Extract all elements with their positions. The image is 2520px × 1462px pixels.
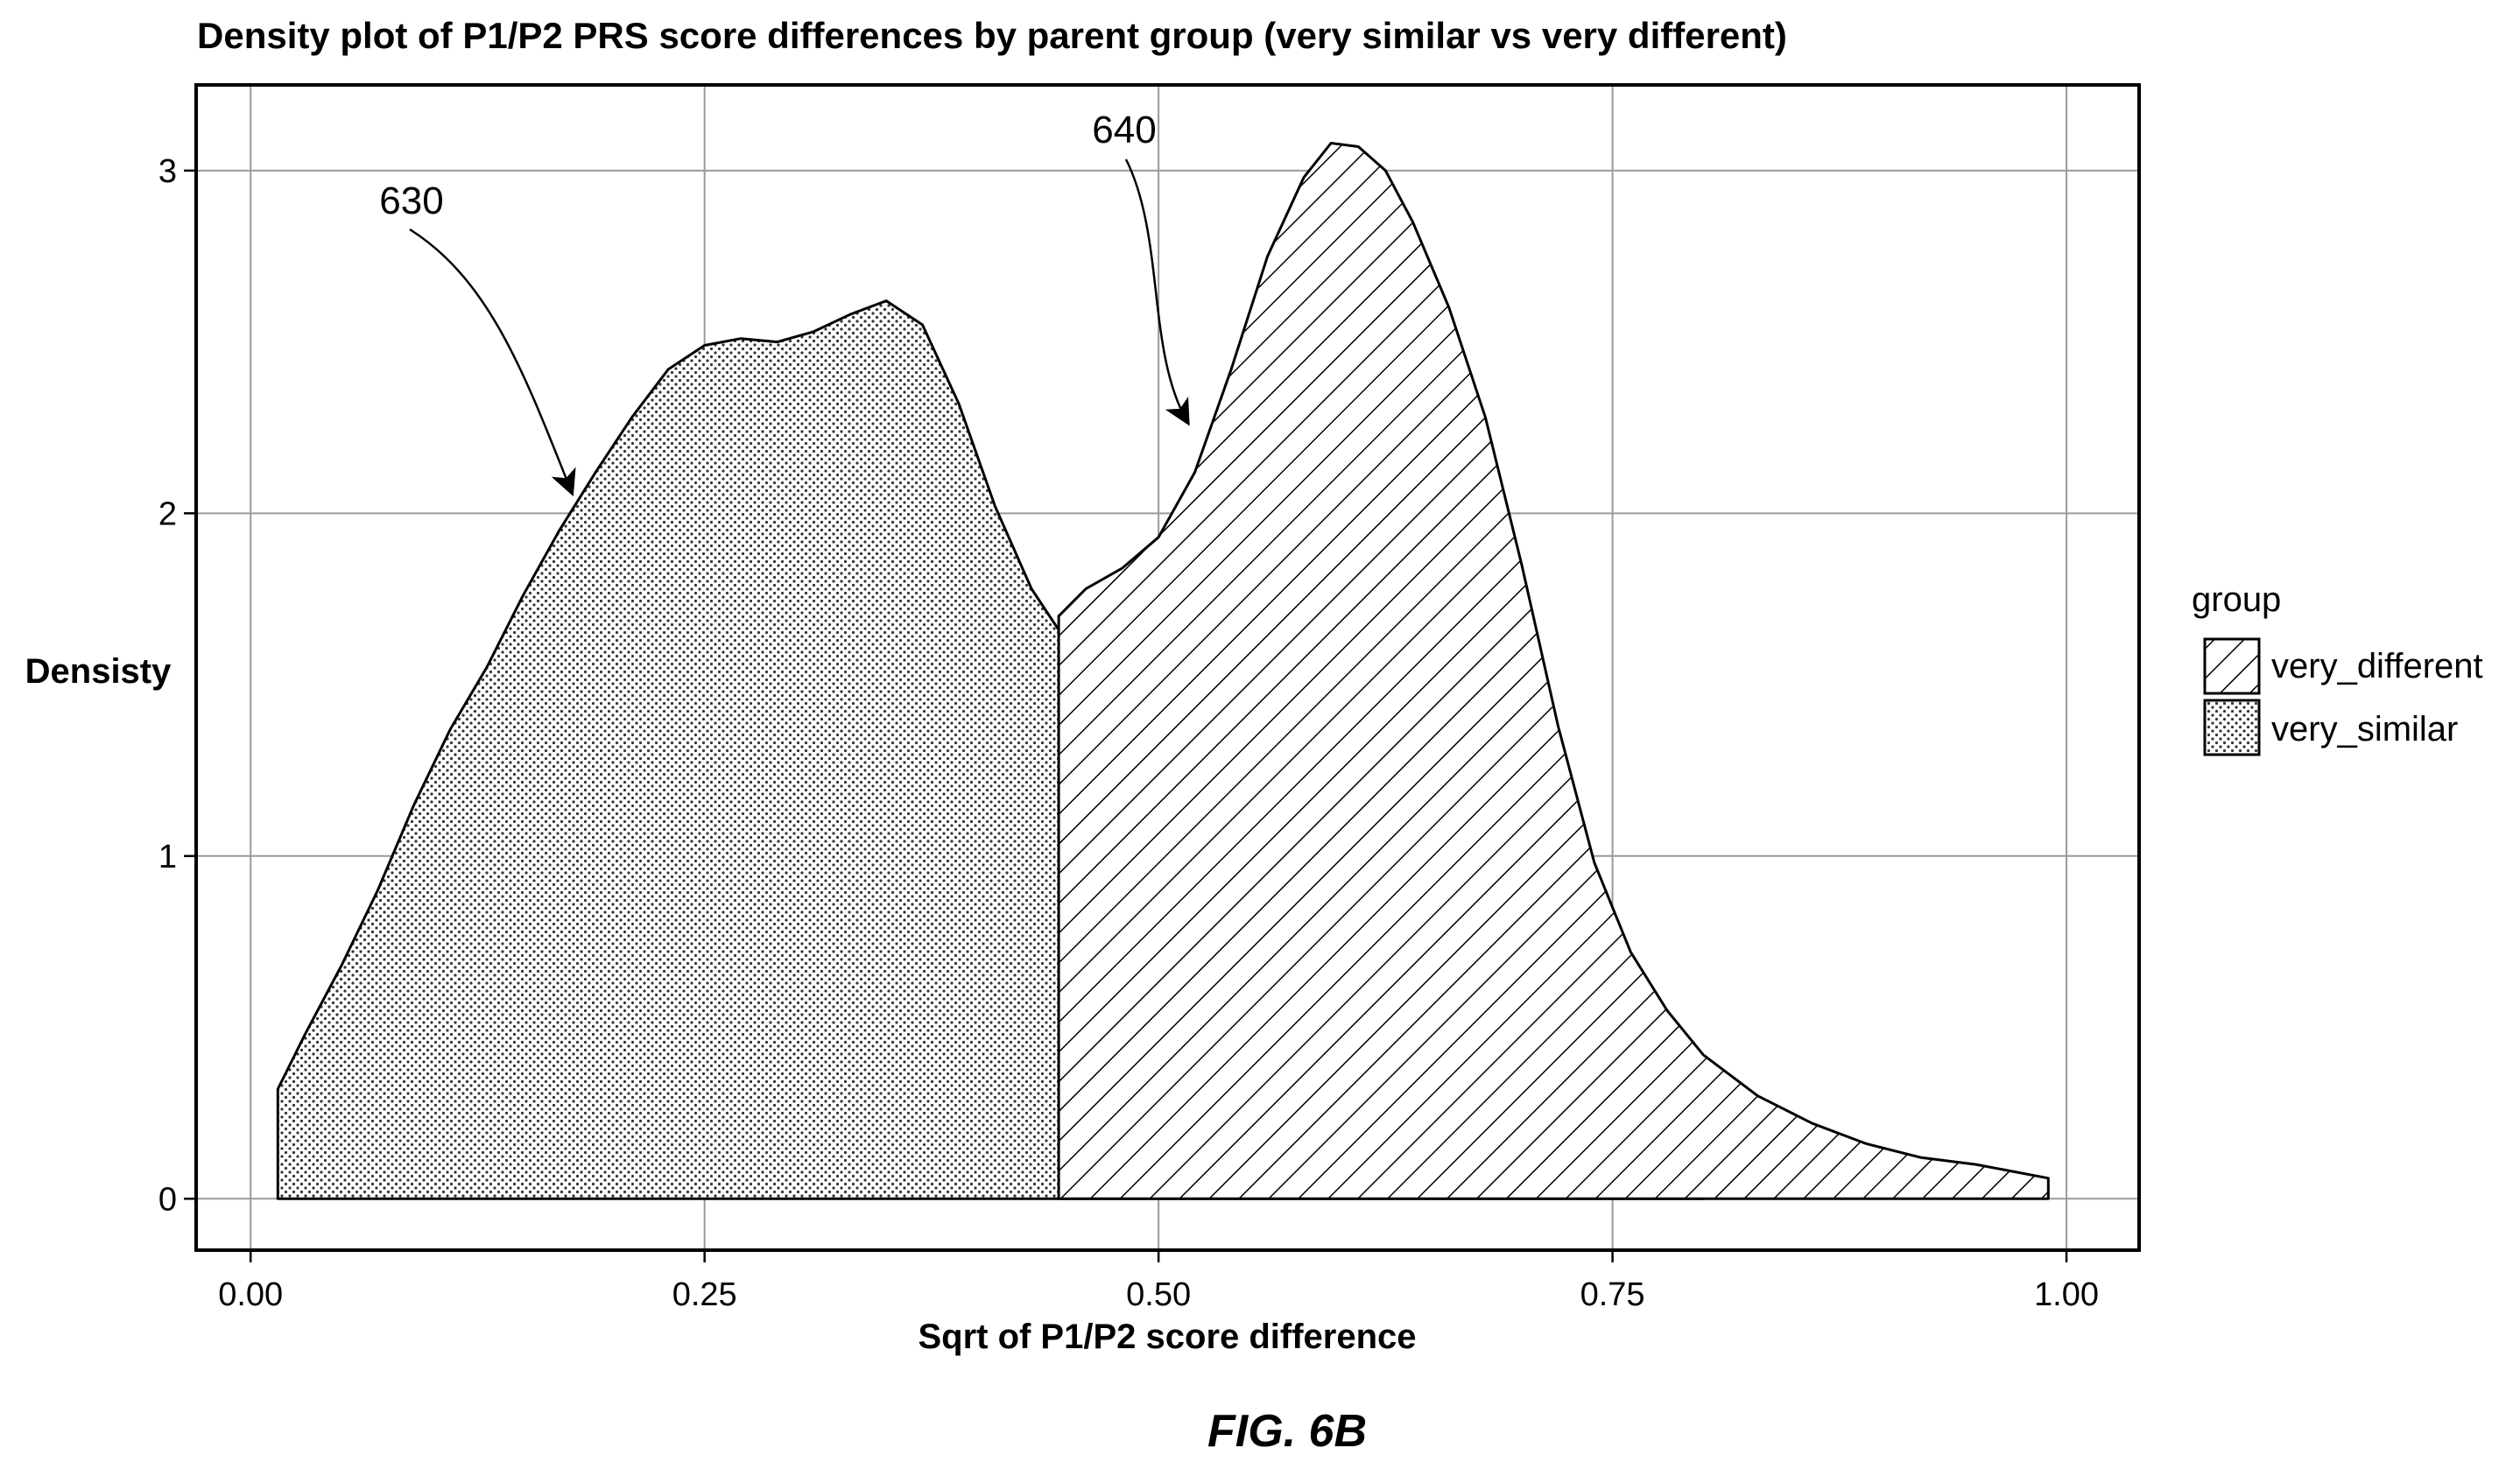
x-tick-label: 0.25 <box>672 1276 737 1313</box>
plot-panel <box>194 83 2141 1252</box>
x-tick-label: 1.00 <box>2034 1276 2099 1313</box>
y-tick-label: 1 <box>158 839 177 875</box>
legend-key-hatch <box>2203 637 2261 695</box>
y-axis: 0 1 2 3 <box>158 153 196 1218</box>
y-tick-label: 3 <box>158 153 177 190</box>
callout-630-arrow <box>409 228 576 496</box>
y-tick-label: 0 <box>158 1181 177 1218</box>
legend-entry-very-different: very_different <box>2203 637 2483 695</box>
legend-entry-very-similar: very_similar <box>2203 699 2458 756</box>
legend-key-dots <box>2203 699 2261 756</box>
x-tick-label: 0.50 <box>1126 1276 1191 1313</box>
callout-630-label: 630 <box>379 179 443 222</box>
legend-title: group <box>2192 580 2281 619</box>
y-axis-title: Densisty <box>25 652 172 691</box>
x-tick-label: 0.75 <box>1580 1276 1645 1313</box>
series-layer <box>276 142 2050 1200</box>
density-area-very-different <box>1057 142 2050 1200</box>
legend-label-very-different: very_different <box>2271 647 2483 685</box>
callout-640-arrow <box>1124 158 1190 426</box>
figure-label: FIG. 6B <box>1207 1406 1367 1457</box>
callout-640-label: 640 <box>1092 109 1156 151</box>
legend-label-very-similar: very_similar <box>2271 710 2458 749</box>
x-tick-label: 0.00 <box>218 1276 283 1313</box>
chart-title: Density plot of P1/P2 PRS score differen… <box>197 15 1787 56</box>
y-tick-label: 2 <box>158 496 177 532</box>
legend: group very_different very_similar <box>2192 580 2483 756</box>
annotation-layer: 630 640 <box>379 109 1190 496</box>
x-axis-title: Sqrt of P1/P2 score difference <box>918 1318 1416 1356</box>
x-axis: 0.00 0.25 0.50 0.75 1.00 <box>218 1250 2099 1313</box>
